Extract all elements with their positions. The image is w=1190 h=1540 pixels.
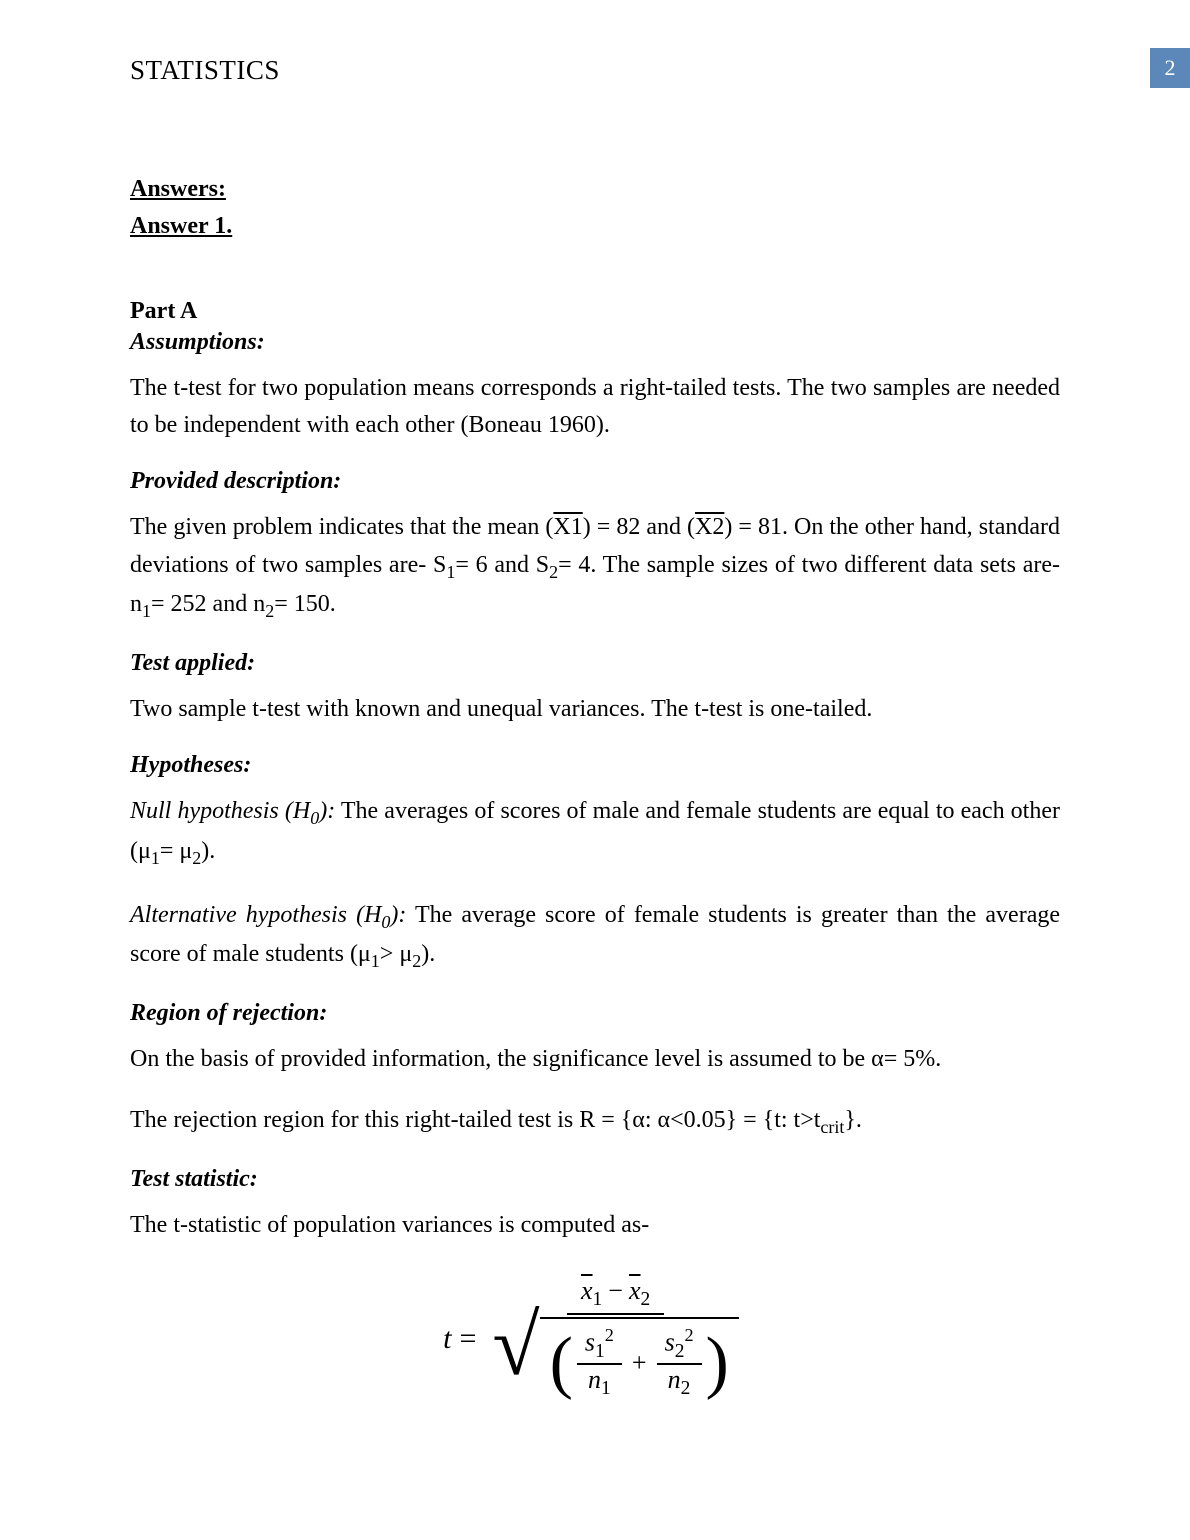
text: = 150. <box>274 591 336 617</box>
subhead-provided: Provided description: <box>130 468 1060 495</box>
para-alt: Alternative hypothesis (H0): The average… <box>130 897 1060 976</box>
text: = 252 and n <box>151 591 265 617</box>
page-number: 2 <box>1165 55 1176 81</box>
text: The given problem indicates that the mea… <box>130 514 553 540</box>
sub1: 1 <box>371 951 380 971</box>
document-page: STATISTICS 2 Answers: Answer 1. Part A A… <box>0 0 1190 1540</box>
sub2: 2 <box>675 1341 685 1362</box>
sub2: 2 <box>641 1289 651 1310</box>
heading-part-a: Part A <box>130 298 1060 325</box>
sub1: 1 <box>446 561 455 581</box>
sq: 2 <box>684 1325 693 1345</box>
n1: n1 <box>580 1365 619 1400</box>
sub2: 2 <box>681 1378 691 1399</box>
heading-answer1: Answer 1. <box>130 213 1060 240</box>
denominator: √ ( s12 n1 + s22 n2 ) <box>484 1315 746 1404</box>
s: s <box>665 1328 675 1357</box>
sub2: 2 <box>549 561 558 581</box>
x: x <box>581 1276 593 1305</box>
sub2: 2 <box>412 951 421 971</box>
text: ): <box>390 902 406 928</box>
text: The rejection region for this right-tail… <box>130 1107 820 1133</box>
sub1: 1 <box>601 1378 611 1399</box>
n: n <box>668 1365 681 1394</box>
sub1: 1 <box>593 1289 603 1310</box>
s: s <box>585 1328 595 1357</box>
plus: + <box>632 1348 647 1378</box>
para-region2: The rejection region for this right-tail… <box>130 1102 1060 1142</box>
text: = 6 and S <box>455 552 549 578</box>
para-region1: On the basis of provided information, th… <box>130 1041 1060 1078</box>
numerator: x1 − x2 <box>567 1274 664 1315</box>
text: > μ <box>380 941 412 967</box>
sqrt-content: ( s12 n1 + s22 n2 ) <box>540 1317 739 1402</box>
header-title: STATISTICS <box>130 55 280 86</box>
text: = μ <box>160 838 192 864</box>
formula: t = x1 − x2 √ ( s12 n1 <box>443 1274 747 1404</box>
right-paren: ) <box>706 1331 729 1394</box>
sub-crit: crit <box>820 1117 844 1137</box>
subhead-hypotheses: Hypotheses: <box>130 752 1060 779</box>
text: }. <box>844 1107 862 1133</box>
xbar1: X1 <box>553 514 582 540</box>
subhead-testapplied: Test applied: <box>130 650 1060 677</box>
para-provided: The given problem indicates that the mea… <box>130 509 1060 626</box>
xbar2: X2 <box>695 514 724 540</box>
formula-t-statistic: t = x1 − x2 √ ( s12 n1 <box>130 1274 1060 1404</box>
text: Alternative hypothesis (H <box>130 902 381 928</box>
sub0: 0 <box>310 808 319 828</box>
sub2: 2 <box>265 601 274 621</box>
equals: = <box>459 1322 476 1356</box>
text: ). <box>201 838 215 864</box>
null-label: Null hypothesis (H0): <box>130 798 335 824</box>
sub1: 1 <box>151 848 160 868</box>
var-t: t <box>443 1322 451 1356</box>
s1sq-over-n1: s12 n1 <box>577 1325 622 1400</box>
fraction: x1 − x2 √ ( s12 n1 + <box>484 1274 746 1404</box>
radical-icon: √ <box>492 1311 539 1380</box>
header-row: STATISTICS <box>130 55 1060 86</box>
n2: n2 <box>660 1365 699 1400</box>
s1sq: s12 <box>577 1325 622 1365</box>
xbar2: x2 <box>629 1276 650 1311</box>
page-number-badge: 2 <box>1150 48 1190 88</box>
sub1: 1 <box>595 1341 605 1362</box>
x: x <box>629 1276 641 1305</box>
minus: − <box>608 1276 623 1306</box>
sqrt: √ ( s12 n1 + s22 n2 ) <box>492 1317 738 1402</box>
para-teststat: The t-statistic of population variances … <box>130 1207 1060 1244</box>
xbar1: x1 <box>581 1276 602 1311</box>
subhead-assumptions: Assumptions: <box>130 329 1060 356</box>
n: n <box>588 1365 601 1394</box>
heading-answers: Answers: <box>130 176 1060 203</box>
left-paren: ( <box>550 1331 573 1394</box>
sq: 2 <box>605 1325 614 1345</box>
text: ). <box>421 941 435 967</box>
subhead-teststat: Test statistic: <box>130 1166 1060 1193</box>
para-null: Null hypothesis (H0): The averages of sc… <box>130 793 1060 872</box>
sub2: 2 <box>192 848 201 868</box>
text: ) = 82 and ( <box>583 514 695 540</box>
alt-label: Alternative hypothesis (H0): <box>130 902 406 928</box>
text: Null hypothesis (H <box>130 798 310 824</box>
s2sq-over-n2: s22 n2 <box>657 1325 702 1400</box>
s2sq: s22 <box>657 1325 702 1365</box>
para-assumptions: The t-test for two population means corr… <box>130 370 1060 444</box>
sub1: 1 <box>142 601 151 621</box>
subhead-region: Region of rejection: <box>130 1000 1060 1027</box>
text: ): <box>319 798 335 824</box>
para-testapplied: Two sample t-test with known and unequal… <box>130 691 1060 728</box>
